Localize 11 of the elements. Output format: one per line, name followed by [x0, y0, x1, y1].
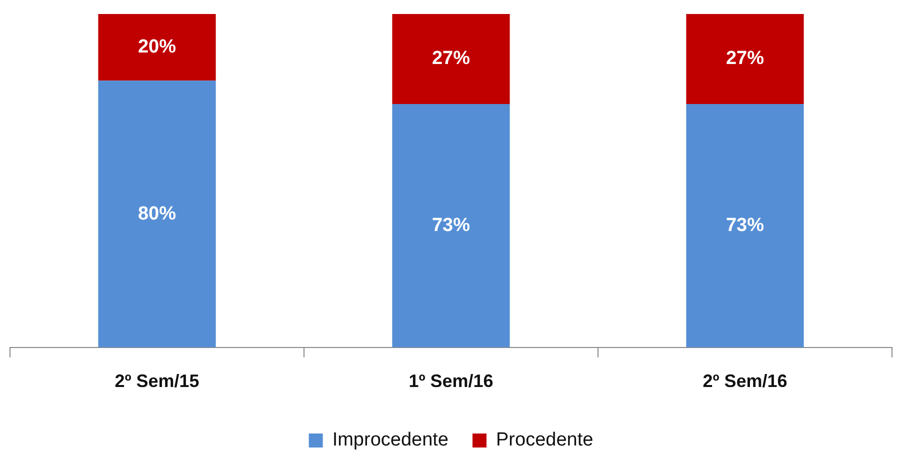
x-tick-label: 2º Sem/15 — [114, 371, 200, 392]
legend-label: Improcedente — [332, 430, 449, 451]
data-label: 73% — [432, 214, 470, 236]
data-label: 27% — [432, 48, 470, 70]
data-label: 73% — [726, 214, 764, 236]
x-tick-label: 2º Sem/16 — [702, 371, 788, 392]
data-label: 80% — [138, 203, 176, 224]
legend-label: Procedente — [496, 430, 594, 451]
x-tick-label: 1º Sem/16 — [408, 371, 494, 392]
data-label: 20% — [138, 36, 176, 58]
data-label: 27% — [726, 48, 764, 70]
